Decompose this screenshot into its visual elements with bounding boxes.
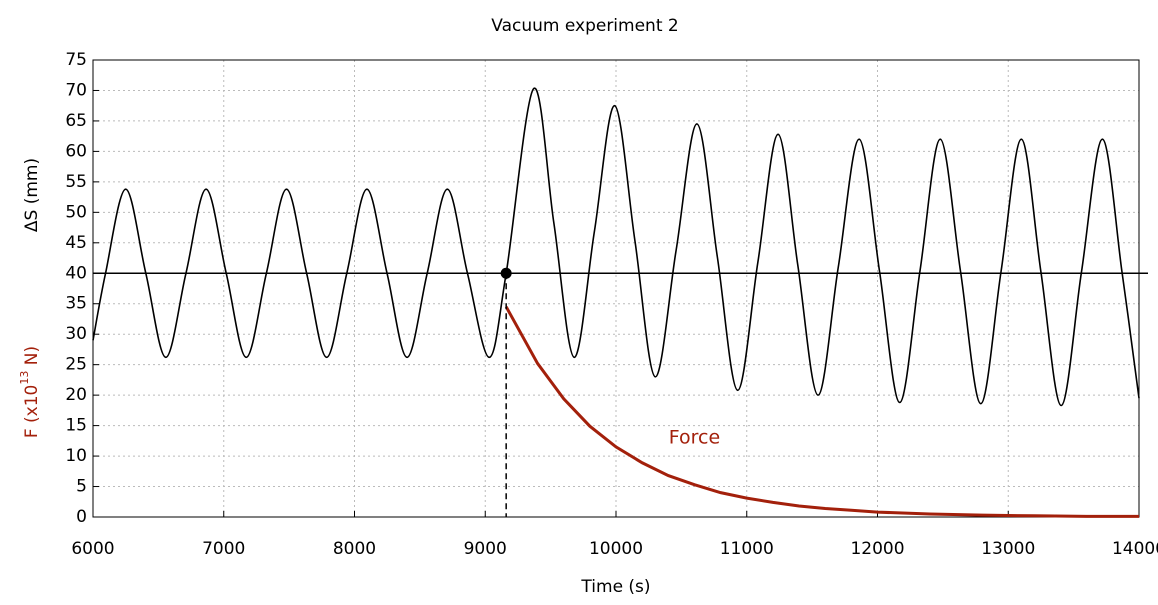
x-tick-label: 7000 xyxy=(202,539,245,559)
line-series xyxy=(504,306,1139,518)
y-tick-label: 0 xyxy=(76,507,87,527)
x-tick-label: 6000 xyxy=(71,539,114,559)
x-tick-label: 8000 xyxy=(333,539,376,559)
y-tick-label: 35 xyxy=(65,294,87,314)
x-tick-label: 12000 xyxy=(850,539,904,559)
force-axis-label: F (x1013 N) xyxy=(18,346,42,438)
x-tick-label: 11000 xyxy=(720,539,774,559)
y-tick-label: 5 xyxy=(76,477,87,497)
line-series xyxy=(92,87,1140,407)
marker-point xyxy=(500,267,512,279)
y-tick-label: 60 xyxy=(65,141,87,161)
x-tick-label: 10000 xyxy=(589,539,643,559)
force-axis-label-suffix: N) xyxy=(22,346,42,371)
y-axis-label: ΔS (mm) xyxy=(22,158,42,232)
y-tick-label: 20 xyxy=(65,385,87,405)
y-tick-label: 15 xyxy=(65,416,87,436)
y-tick-label: 55 xyxy=(65,172,87,192)
y-tick-label: 25 xyxy=(65,355,87,375)
x-tick-label: 13000 xyxy=(981,539,1035,559)
y-tick-label: 10 xyxy=(65,446,87,466)
y-tick-label: 45 xyxy=(65,233,87,253)
y-tick-label: 30 xyxy=(65,324,87,344)
chart-title: Vacuum experiment 2 xyxy=(491,16,678,36)
plot-frame xyxy=(92,59,1140,518)
y-tick-label: 70 xyxy=(65,80,87,100)
force-axis-label-sup: 13 xyxy=(18,371,31,385)
annotation: Force xyxy=(669,426,720,448)
x-tick-label: 14000 xyxy=(1112,539,1158,559)
x-axis-label: Time (s) xyxy=(580,577,650,597)
y-tick-label: 75 xyxy=(65,50,87,70)
y-tick-label: 50 xyxy=(65,202,87,222)
x-tick-label: 9000 xyxy=(464,539,507,559)
force-axis-label-text: F (x10 xyxy=(22,385,42,439)
y-tick-label: 65 xyxy=(65,111,87,131)
y-tick-label: 40 xyxy=(65,263,87,283)
